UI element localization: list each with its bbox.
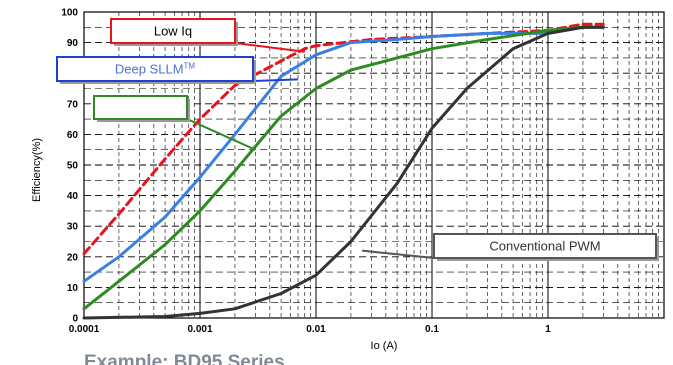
x-tick-label: 0.001	[187, 324, 212, 335]
y-tick-label: 70	[67, 99, 79, 110]
plot-frame	[83, 11, 665, 319]
callout-box	[110, 18, 236, 44]
callout-label: Deep SLLMTM	[115, 62, 196, 77]
callout-label: Low Iq	[154, 24, 192, 39]
x-axis-label: Io (A)	[371, 340, 398, 352]
y-tick-label: 0	[72, 314, 78, 325]
callout-deep-sllm: Deep SLLMTM	[56, 56, 299, 84]
callout-box	[93, 95, 188, 120]
y-tick-label: 100	[61, 8, 78, 19]
y-tick-label: 10	[67, 283, 79, 294]
callout-leader-line	[186, 118, 256, 151]
callout-label: SLLMTM	[118, 100, 164, 115]
y-tick-label: 30	[67, 222, 79, 233]
callout-leader-line	[252, 78, 299, 82]
series-line-sllm	[82, 25, 605, 311]
y-tick-label: 50	[67, 161, 79, 172]
callout-box	[433, 233, 657, 259]
callout-leader-line	[362, 249, 435, 259]
x-tick-label: 1	[545, 324, 551, 335]
x-tick-label: 0.0001	[69, 324, 100, 335]
y-tick-label: 20	[67, 252, 79, 263]
x-tick-label: 0.1	[425, 324, 439, 335]
footer-caption: Example: BD95 Series	[84, 352, 285, 365]
axes: 01020304050607080901000.00010.0010.010.1…	[61, 8, 665, 335]
y-tick-label: 90	[67, 38, 79, 49]
callout-leader-line	[234, 42, 305, 53]
x-tick-label: 0.01	[306, 324, 326, 335]
callouts: Low Iq Deep SLLMTM SLLMTM Conventional PWM	[56, 18, 659, 261]
callout-box	[56, 56, 254, 82]
y-axis-label: Efficiency(%)	[31, 138, 43, 202]
y-tick-label: 40	[67, 191, 79, 202]
series-lines	[82, 22, 605, 320]
callout-conventional-pwm: Conventional PWM	[362, 233, 659, 261]
y-tick-label: 60	[67, 130, 79, 141]
callout-label: Conventional PWM	[489, 239, 600, 254]
callout-low-iq: Low Iq	[110, 18, 305, 53]
series-line-conventional-pwm	[82, 25, 605, 320]
callout-sllm: SLLMTM	[93, 95, 256, 151]
